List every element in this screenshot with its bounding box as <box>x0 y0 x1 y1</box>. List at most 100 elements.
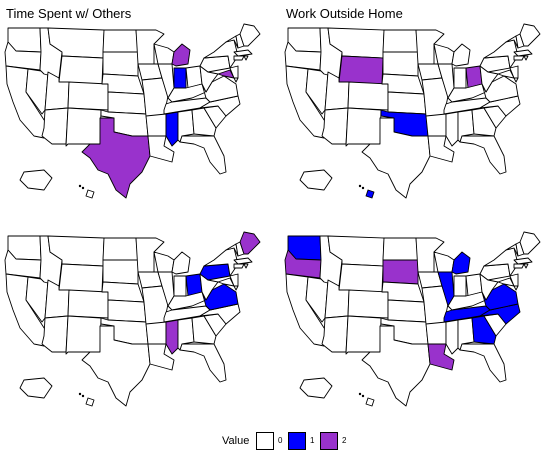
legend-key-0 <box>256 432 274 450</box>
state-in <box>173 67 187 89</box>
state-hi <box>365 397 375 407</box>
state-wy <box>58 55 104 85</box>
state-ri <box>243 263 249 269</box>
state-de <box>513 285 519 291</box>
hawaii-island-0 <box>358 184 362 188</box>
state-ny <box>483 39 519 69</box>
hawaii-island-1 <box>81 186 85 190</box>
state-az <box>41 315 69 353</box>
state-ny <box>203 247 239 277</box>
state-az <box>321 315 349 353</box>
state-wy <box>338 263 384 293</box>
state-ks <box>107 299 147 323</box>
state-in <box>173 275 187 297</box>
state-hi <box>85 397 95 407</box>
hawaii-island-0 <box>78 392 82 396</box>
state-nd <box>102 29 139 53</box>
legend-label-2: 2 <box>342 436 347 445</box>
state-ks <box>387 299 427 323</box>
state-me <box>519 231 541 255</box>
hawaii-island-1 <box>361 186 365 190</box>
state-in <box>453 275 467 297</box>
state-ak <box>299 169 333 191</box>
state-wi <box>433 43 455 65</box>
state-nm <box>65 315 102 355</box>
state-de <box>513 77 519 83</box>
hawaii-island-1 <box>81 394 85 398</box>
state-tx <box>361 325 431 407</box>
hawaii-island-0 <box>358 392 362 396</box>
state-ms <box>445 319 459 355</box>
state-fl <box>179 135 227 175</box>
us-map-panel-3 <box>4 231 261 407</box>
state-ri <box>243 55 249 61</box>
state-ny <box>483 247 519 277</box>
state-tx <box>81 325 151 407</box>
state-ri <box>523 55 529 61</box>
state-az <box>321 107 349 145</box>
state-ms <box>165 319 179 355</box>
state-ks <box>387 91 427 115</box>
state-ar <box>425 113 447 137</box>
state-me <box>239 23 261 47</box>
state-ak <box>19 377 53 399</box>
legend-label-0: 0 <box>278 436 283 445</box>
state-ny <box>203 39 239 69</box>
state-ga <box>191 315 217 345</box>
state-ak <box>19 169 53 191</box>
state-ms <box>445 111 459 147</box>
state-nm <box>345 107 382 147</box>
state-sd <box>102 51 139 77</box>
state-ks <box>107 91 147 115</box>
state-ne <box>101 73 145 95</box>
state-hi <box>85 189 95 199</box>
state-ct <box>513 55 525 61</box>
state-tx <box>361 117 431 199</box>
state-ne <box>101 281 145 303</box>
state-ga <box>471 107 497 137</box>
state-ak <box>299 377 333 399</box>
state-az <box>41 107 69 145</box>
state-mi <box>171 43 191 67</box>
legend-label-1: 1 <box>310 436 315 445</box>
state-fl <box>459 343 507 383</box>
state-nd <box>382 237 419 261</box>
state-sd <box>382 259 419 285</box>
legend-title: Value <box>222 435 250 447</box>
us-map-panel-2 <box>284 23 541 199</box>
state-fl <box>459 135 507 175</box>
state-ne <box>381 281 425 303</box>
state-ct <box>233 263 245 269</box>
state-mi <box>451 251 471 275</box>
state-mi <box>171 251 191 275</box>
state-hi <box>365 189 375 199</box>
state-ct <box>513 263 525 269</box>
state-ri <box>523 263 529 269</box>
legend-key-1 <box>288 432 306 450</box>
state-co <box>347 289 389 319</box>
hawaii-island-0 <box>78 184 82 188</box>
legend-key-2 <box>320 432 338 450</box>
state-wi <box>433 251 455 273</box>
state-wy <box>58 263 104 293</box>
state-ct <box>233 55 245 61</box>
us-map-panel-4 <box>284 231 541 407</box>
state-ga <box>471 315 497 345</box>
state-sd <box>382 51 419 77</box>
state-mi <box>451 43 471 67</box>
state-ar <box>145 321 167 345</box>
state-tx <box>81 117 151 199</box>
state-nm <box>345 315 382 355</box>
state-sd <box>102 259 139 285</box>
state-ma <box>233 257 253 265</box>
panel-title-work-outside: Work Outside Home <box>286 6 403 21</box>
state-co <box>67 289 109 319</box>
state-wi <box>153 43 175 65</box>
state-ma <box>233 49 253 57</box>
state-wy <box>338 55 384 85</box>
state-ma <box>513 257 533 265</box>
state-me <box>519 23 541 47</box>
hawaii-island-1 <box>361 394 365 398</box>
state-nm <box>65 107 102 147</box>
state-ma <box>513 49 533 57</box>
